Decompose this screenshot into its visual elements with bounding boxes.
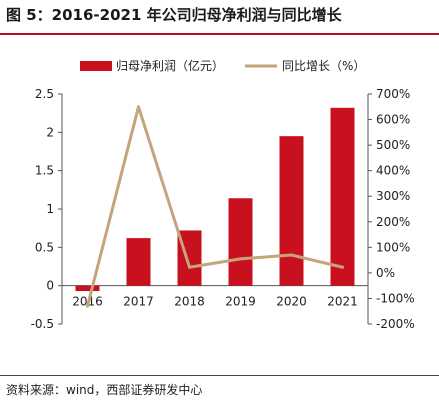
legend-bar-swatch xyxy=(80,61,112,71)
bar-2021 xyxy=(330,107,355,286)
x-axis-tick-label: 2018 xyxy=(174,295,205,309)
source-note: 资料来源：wind，西部证券研发中心 xyxy=(6,383,203,397)
figure-title: 图 5：2016-2021 年公司归母净利润与同比增长 xyxy=(6,6,342,24)
x-axis-tick-label: 2020 xyxy=(276,295,307,309)
legend-bar-label: 归母净利润（亿元） xyxy=(116,58,224,73)
right-axis-tick-label: 200% xyxy=(376,215,410,229)
source-divider xyxy=(0,375,439,376)
growth-point-2018 xyxy=(188,265,191,269)
x-axis-tick-label: 2021 xyxy=(327,295,358,309)
left-axis-tick-label: 1 xyxy=(46,202,54,216)
growth-point-2021 xyxy=(341,265,344,269)
x-axis-tick-label: 2017 xyxy=(123,295,154,309)
bar-2020 xyxy=(279,136,304,286)
left-axis-tick-label: 2 xyxy=(46,125,54,139)
right-axis-tick-label: 400% xyxy=(376,164,410,178)
left-axis-tick-label: 0.5 xyxy=(35,240,54,254)
legend-line-label: 同比增长（%） xyxy=(282,59,365,73)
x-axis-tick-label: 2019 xyxy=(225,295,256,309)
right-axis-tick-label: 0% xyxy=(376,266,395,280)
right-axis-tick-label: 300% xyxy=(376,189,410,203)
growth-line xyxy=(86,105,344,308)
right-axis-tick-label: 700% xyxy=(376,87,410,101)
growth-point-2020 xyxy=(290,253,293,257)
right-axis-tick-label: 100% xyxy=(376,240,410,254)
right-axis-tick-label: 600% xyxy=(376,113,410,127)
right-axis-tick-label: 500% xyxy=(376,138,410,152)
left-axis-tick-label: -0.5 xyxy=(31,317,54,331)
bar-2019 xyxy=(228,198,253,286)
bar-2016 xyxy=(75,285,100,292)
right-axis-tick-label: -100% xyxy=(376,291,415,305)
left-axis-tick-label: 0 xyxy=(46,279,54,293)
growth-point-2019 xyxy=(239,257,242,261)
growth-point-2017 xyxy=(137,105,140,109)
left-axis-tick-label: 1.5 xyxy=(35,164,54,178)
left-axis-tick-label: 2.5 xyxy=(35,87,54,101)
title-divider xyxy=(0,33,439,35)
right-axis-tick-label: -200% xyxy=(376,317,415,331)
chart: 归母净利润（亿元） 同比增长（%） -0.5 0 0.5 1 1.5 2 2.5 -200% -10… xyxy=(31,58,415,331)
bar-2017 xyxy=(126,238,151,286)
growth-point-2016 xyxy=(86,304,89,308)
